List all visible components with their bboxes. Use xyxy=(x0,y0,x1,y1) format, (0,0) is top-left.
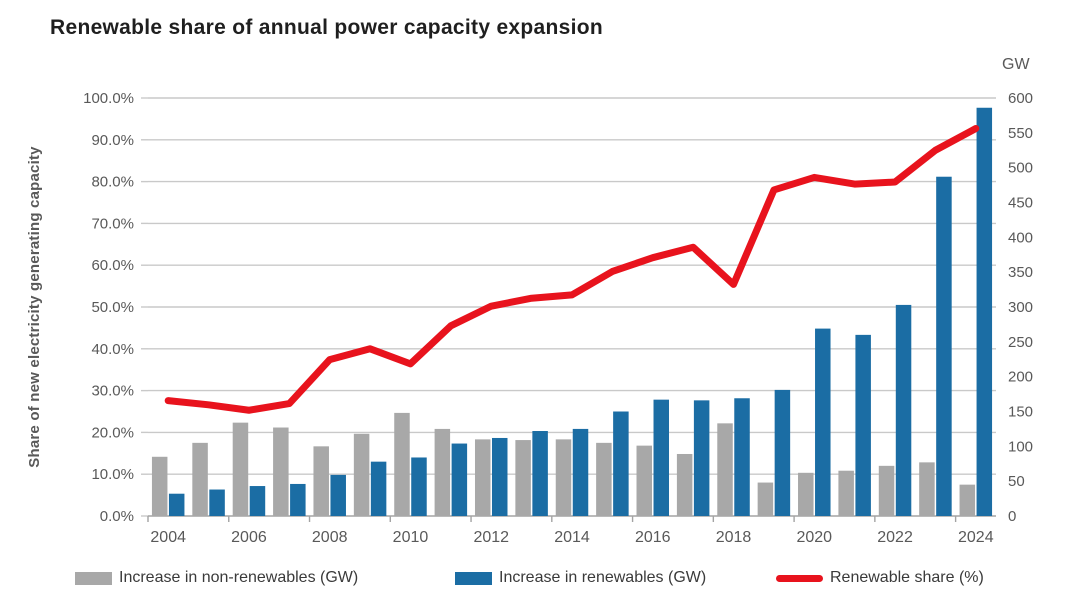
x-axis-tick-label: 2004 xyxy=(150,529,186,546)
right-axis-tick-label: 450 xyxy=(1008,195,1033,212)
x-axis-tick-label: 2010 xyxy=(393,529,429,546)
bar-renewables-2020 xyxy=(815,328,831,516)
x-axis-tick-label: 2012 xyxy=(473,529,509,546)
bar-nonrenewables-2010 xyxy=(394,412,410,516)
x-axis-tick-label: 2018 xyxy=(716,529,752,546)
right-axis-tick-label: 0 xyxy=(1008,508,1016,525)
right-axis-tick-label: 200 xyxy=(1008,369,1033,386)
bar-renewables-2014 xyxy=(572,428,589,516)
bar-nonrenewables-2004 xyxy=(151,456,168,516)
bar-renewables-2009 xyxy=(370,461,387,516)
bar-renewables-2024 xyxy=(976,107,993,517)
x-axis-tick-label: 2016 xyxy=(635,529,671,546)
legend-swatch-nonrenewables-icon xyxy=(75,571,112,585)
bar-nonrenewables-2008 xyxy=(313,446,329,516)
legend-swatch-renewables-icon xyxy=(455,571,492,585)
bar-nonrenewables-2023 xyxy=(919,462,935,516)
left-axis-tick-label: 0.0% xyxy=(100,508,134,525)
bar-nonrenewables-2007 xyxy=(273,427,289,516)
bar-renewables-2011 xyxy=(451,443,468,516)
legend: Increase in non-renewables (GW) Increase… xyxy=(0,566,1080,596)
left-axis-tick-label: 90.0% xyxy=(91,132,134,149)
right-axis-tick-label: 600 xyxy=(1008,90,1033,107)
bar-nonrenewables-2016 xyxy=(636,445,653,516)
legend-swatch-share-line-icon xyxy=(776,574,823,582)
legend-item-nonrenewables: Increase in non-renewables (GW) xyxy=(75,566,358,590)
renewable-share-line xyxy=(164,125,980,414)
bar-renewables-2019 xyxy=(774,389,791,516)
right-axis-tick-label: 250 xyxy=(1008,334,1033,351)
right-axis-title: GW xyxy=(1002,56,1030,73)
bar-renewables-2021 xyxy=(855,334,871,516)
chart-title: Renewable share of annual power capacity… xyxy=(50,16,604,39)
legend-label-share: Renewable share (%) xyxy=(830,569,984,586)
bar-nonrenewables-2006 xyxy=(232,422,249,516)
bar-nonrenewables-2009 xyxy=(353,433,370,516)
bar-nonrenewables-2020 xyxy=(798,472,814,516)
right-axis-tick-label: 350 xyxy=(1008,264,1033,281)
bar-nonrenewables-2017 xyxy=(676,453,693,516)
bar-renewables-2012 xyxy=(491,437,508,516)
right-axis-tick-label: 100 xyxy=(1008,438,1033,455)
left-axis-tick-label: 70.0% xyxy=(91,215,134,232)
left-axis-tick-label: 60.0% xyxy=(91,257,134,274)
bar-nonrenewables-2013 xyxy=(515,440,531,516)
bar-nonrenewables-2011 xyxy=(434,428,451,516)
bar-nonrenewables-2014 xyxy=(555,439,572,516)
left-axis-tick-label: 100.0% xyxy=(83,90,134,107)
bar-nonrenewables-2005 xyxy=(192,442,208,516)
bar-renewables-2006 xyxy=(249,486,266,516)
bar-renewables-2013 xyxy=(532,431,548,516)
legend-item-share: Renewable share (%) xyxy=(776,566,984,590)
bar-nonrenewables-2015 xyxy=(596,442,612,516)
x-axis-tick-label: 2020 xyxy=(796,529,832,546)
right-axis-tick-label: 300 xyxy=(1008,299,1033,316)
left-axis-tick-label: 40.0% xyxy=(91,341,134,358)
legend-item-renewables: Increase in renewables (GW) xyxy=(455,566,706,590)
right-axis-tick-label: 150 xyxy=(1008,404,1033,421)
left-axis-title: Share of new electricity generating capa… xyxy=(26,146,43,468)
x-axis-tick-label: 2024 xyxy=(958,529,994,546)
bar-renewables-2005 xyxy=(209,489,225,516)
legend-label-renewables: Increase in renewables (GW) xyxy=(499,569,707,586)
left-axis-tick-label: 50.0% xyxy=(91,299,134,316)
bar-renewables-2022 xyxy=(895,304,912,516)
left-axis-tick-label: 30.0% xyxy=(91,383,134,400)
legend-label-nonrenewables: Increase in non-renewables (GW) xyxy=(119,569,359,586)
x-axis-tick-label: 2006 xyxy=(231,529,267,546)
bar-renewables-2010 xyxy=(411,457,427,516)
bar-renewables-2004 xyxy=(168,493,185,516)
bar-nonrenewables-2018 xyxy=(717,423,733,516)
bar-renewables-2008 xyxy=(330,474,346,516)
right-axis-tick-label: 500 xyxy=(1008,160,1033,177)
bar-nonrenewables-2021 xyxy=(838,470,854,516)
bar-nonrenewables-2024 xyxy=(959,484,976,516)
bar-nonrenewables-2012 xyxy=(474,439,491,516)
left-axis-tick-label: 80.0% xyxy=(91,174,134,191)
x-axis-tick-label: 2014 xyxy=(554,529,590,546)
left-axis-tick-label: 20.0% xyxy=(91,424,134,441)
bar-renewables-2007 xyxy=(290,483,306,516)
right-axis-tick-label: 400 xyxy=(1008,229,1033,246)
bar-renewables-2023 xyxy=(936,176,952,516)
right-axis-tick-label: 50 xyxy=(1008,473,1025,490)
right-axis-tick-label: 550 xyxy=(1008,125,1033,142)
bar-renewables-2016 xyxy=(653,399,670,516)
bar-renewables-2018 xyxy=(734,398,750,516)
bar-nonrenewables-2019 xyxy=(757,482,774,516)
bar-nonrenewables-2022 xyxy=(878,465,895,516)
left-axis-tick-label: 10.0% xyxy=(91,466,134,483)
bar-renewables-2015 xyxy=(613,411,629,516)
bar-renewables-2017 xyxy=(693,400,710,516)
x-axis-tick-label: 2022 xyxy=(877,529,913,546)
x-axis-tick-label: 2008 xyxy=(312,529,348,546)
